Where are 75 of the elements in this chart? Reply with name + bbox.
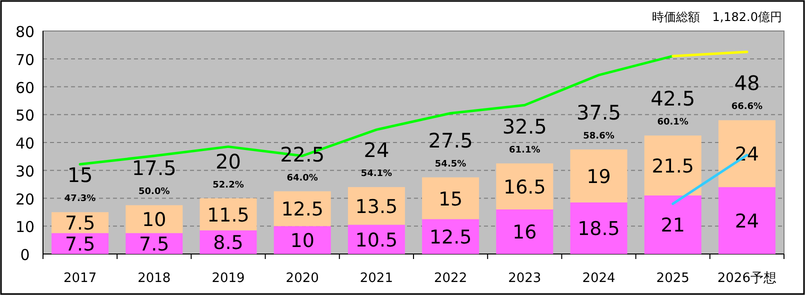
annotation: 50.0%	[138, 187, 170, 198]
bar	[200, 198, 257, 230]
bar	[422, 219, 480, 254]
y-tick-label: 40	[15, 134, 35, 152]
text: 時価総額 1,182.0億円	[652, 10, 782, 24]
data-label: 11.5	[207, 204, 250, 226]
y-tick-label: 0	[20, 246, 30, 264]
annotation: 58.6%	[583, 131, 614, 142]
bar	[126, 205, 183, 234]
x-tick-label: 2018	[138, 271, 171, 286]
x-tick-label: 2019	[212, 271, 245, 286]
y-tick-label: 60	[15, 78, 35, 97]
bar	[422, 177, 480, 220]
bar	[718, 120, 776, 188]
annotation: 52.2%	[212, 180, 244, 190]
x-tick-label: 2017	[64, 271, 97, 286]
bar	[496, 163, 554, 210]
y-tick-label: 20	[15, 190, 35, 208]
total-label: 20	[216, 149, 241, 174]
total-label: 42.5	[650, 86, 696, 111]
data-label: 21.5	[652, 155, 694, 178]
bar	[348, 187, 405, 225]
x-tick-label: 2024	[582, 271, 616, 286]
data-label: 12.5	[429, 226, 472, 249]
total-label: 32.5	[502, 114, 547, 138]
data-label: 7.5	[64, 212, 96, 235]
data-label: 12.5	[281, 198, 324, 221]
bar	[644, 195, 702, 254]
data-label: 24	[734, 210, 760, 233]
bar	[52, 233, 109, 254]
total-label: 48	[734, 71, 760, 96]
y-tick-label: 70	[15, 50, 35, 69]
data-label: 7.5	[139, 234, 170, 256]
data-label: 10	[290, 230, 314, 252]
y-tick-label: 30	[15, 162, 35, 180]
data-label: 16.5	[503, 176, 546, 198]
bar	[570, 149, 628, 202]
total-label: 37.5	[576, 100, 622, 124]
bar	[496, 209, 554, 254]
bar	[274, 226, 331, 254]
bar	[52, 212, 109, 234]
data-label: 10	[142, 209, 166, 232]
annotation: 61.1%	[509, 145, 540, 156]
data-label: 18.5	[578, 218, 620, 240]
x-tick-label: 2020	[286, 271, 319, 286]
bar	[126, 233, 183, 254]
annotation: 47.3%	[64, 194, 96, 204]
bar	[570, 202, 628, 254]
y-tick-label: 10	[15, 218, 35, 236]
annotation: 66.6%	[731, 102, 763, 112]
y-tick-label: 50	[15, 106, 35, 125]
data-label: 19	[586, 166, 611, 188]
total-label: 24	[364, 138, 390, 162]
total-label: 27.5	[428, 128, 473, 152]
bar	[718, 187, 776, 254]
data-label: 8.5	[213, 232, 244, 254]
x-tick-label: 2025	[656, 271, 690, 286]
annotation: 60.1%	[657, 118, 688, 128]
x-tick-label: 2023	[508, 271, 542, 286]
annotation: 54.5%	[434, 159, 466, 170]
x-tick-label: 2021	[360, 271, 393, 286]
data-label: 16	[512, 222, 537, 244]
x-tick-label: 2026予想	[717, 271, 776, 286]
total-label: 17.5	[132, 156, 176, 180]
data-label: 15	[438, 188, 463, 210]
data-label: 21	[660, 214, 685, 237]
annotation: 54.1%	[360, 169, 392, 180]
data-label: 7.5	[64, 234, 96, 256]
bar	[644, 136, 702, 196]
data-label: 13.5	[355, 196, 398, 218]
y-tick-label: 80	[15, 23, 35, 41]
total-label: 15	[67, 163, 93, 188]
x-tick-label: 2022	[434, 271, 468, 286]
data-label: 10.5	[355, 229, 398, 252]
annotation: 64.0%	[286, 173, 318, 184]
